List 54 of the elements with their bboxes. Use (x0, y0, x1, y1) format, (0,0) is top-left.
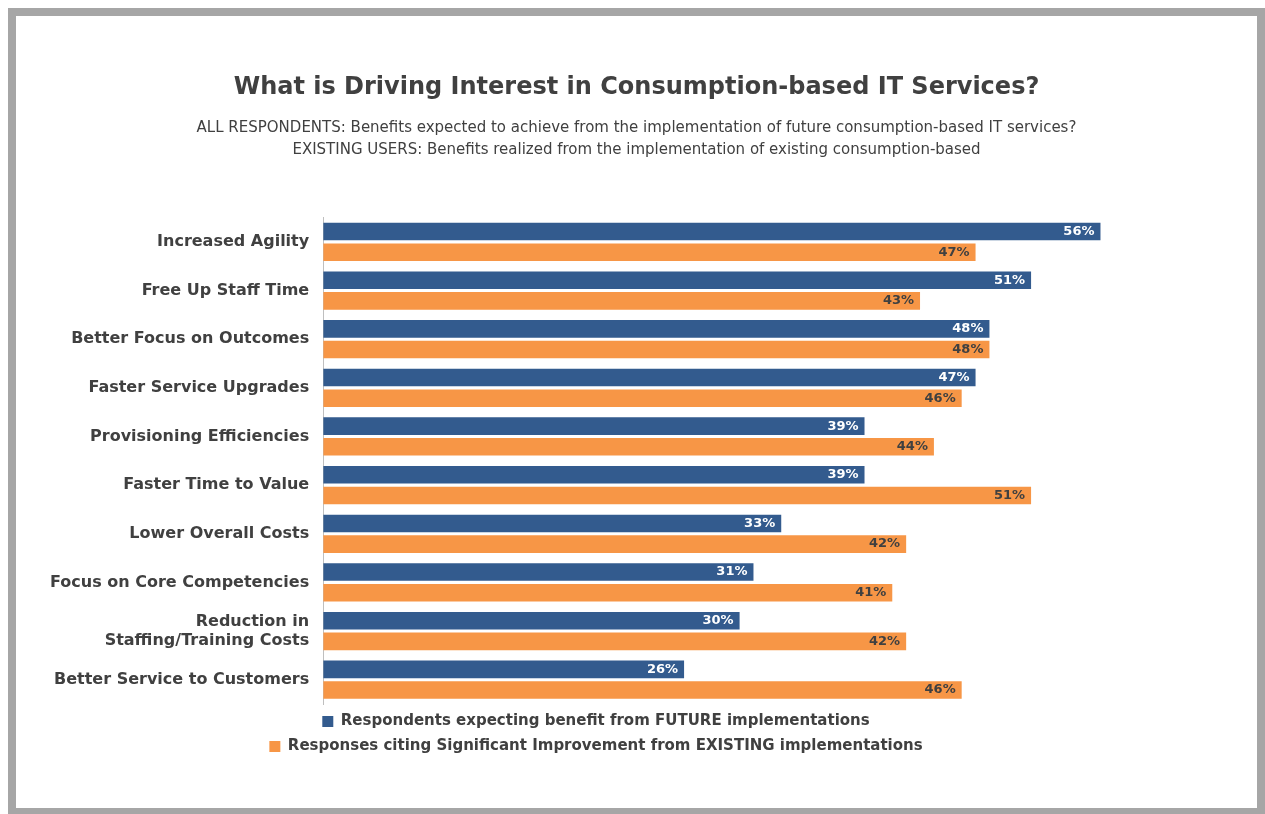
bar (323, 271, 1032, 290)
legend-label: Responses citing Significant Improvement from EXISTING implementations (287, 736, 923, 755)
data-label: 47% (938, 243, 970, 259)
data-label: 26% (646, 660, 679, 676)
data-label: 43% (882, 292, 915, 308)
bar (323, 389, 962, 407)
y-tick-label: Faster Time to Value (123, 474, 310, 494)
data-label: 56% (1063, 222, 1095, 238)
y-tick-label: Free Up Staff Time (141, 279, 310, 299)
data-label: 51% (993, 486, 1026, 502)
y-tick-label: Better Focus on Outcomes (71, 328, 310, 348)
data-label: 48% (952, 320, 984, 336)
data-label: 46% (924, 389, 956, 405)
chart-subtitle: ALL RESPONDENTS: Benefits expected to achieve from the implementation of future consumption-based IT services? EXISTING USERS: Benefits realized from the implementation of existing consumption-based (195, 117, 1078, 160)
bar (323, 320, 990, 338)
bar (323, 583, 893, 602)
data-label: 44% (896, 438, 928, 454)
y-tick-label: Faster Service Upgrades (88, 377, 310, 396)
data-label: 39% (827, 466, 859, 482)
chart-title: What is Driving Interest in Consumption-based IT Services? (232, 72, 1041, 100)
bar (323, 368, 976, 387)
data-label: 51% (993, 271, 1026, 287)
y-tick-label: Focus on Core Competencies (50, 571, 310, 591)
y-tick-label: Better Service to Customers (54, 668, 310, 688)
data-label: 42% (869, 632, 901, 648)
bar (323, 466, 865, 484)
bar (323, 243, 976, 262)
y-tick-label: Reduction in Staffing/Training Costs (104, 610, 310, 649)
bar (323, 417, 865, 435)
y-tick-label: Provisioning Efficiencies (90, 425, 310, 445)
bar (323, 438, 934, 456)
bar (323, 292, 921, 310)
bar (323, 660, 685, 679)
y-tick-label: Lower Overall Costs (129, 522, 310, 542)
data-label: 41% (855, 584, 887, 600)
data-label: 30% (702, 612, 734, 628)
data-label: 31% (716, 563, 748, 579)
data-label: 42% (869, 535, 901, 551)
legend-label: Respondents expecting benefit from FUTURE implementations (340, 711, 870, 730)
data-label: 39% (827, 417, 859, 433)
data-label: 46% (924, 681, 956, 697)
bar (323, 340, 990, 359)
bar (323, 486, 1032, 505)
bar (323, 535, 907, 553)
data-label: 48% (952, 340, 984, 356)
y-tick-label: Increased Agility (157, 231, 310, 251)
bar (323, 222, 1101, 241)
bar (323, 514, 782, 533)
bar (323, 563, 754, 581)
bar (323, 632, 907, 651)
data-label: 33% (744, 514, 776, 530)
bar (323, 611, 740, 630)
data-label: 47% (938, 368, 970, 384)
bar (323, 681, 962, 699)
